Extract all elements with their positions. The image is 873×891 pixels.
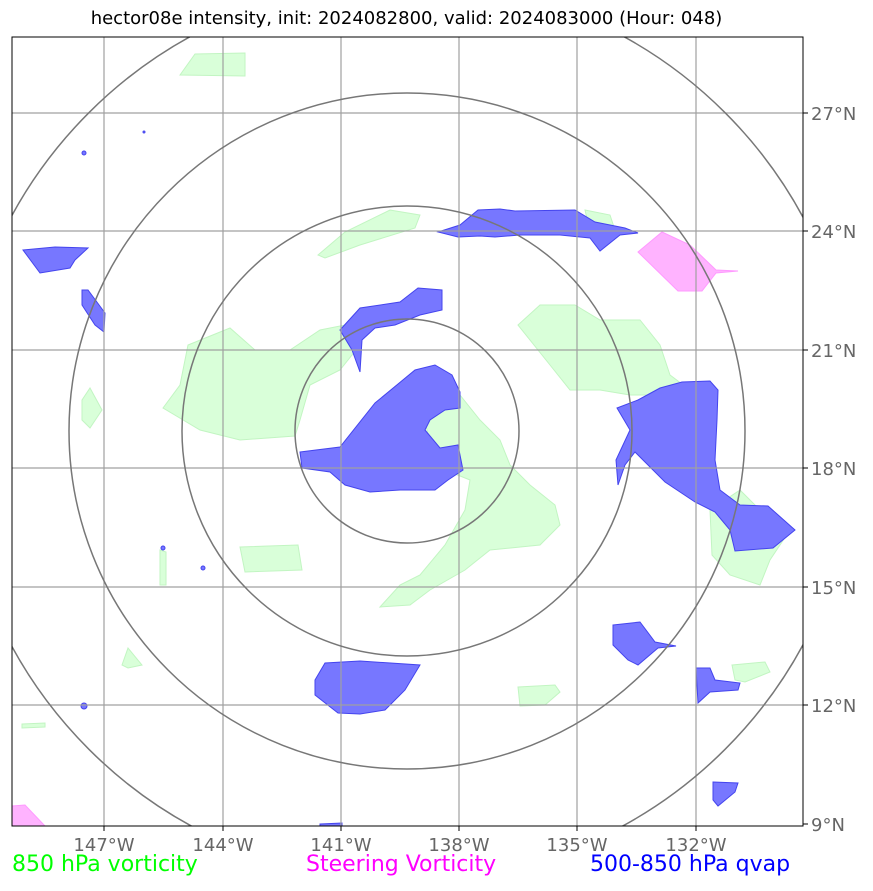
lon-label: 138°W <box>428 835 489 856</box>
vorticity-850-region <box>159 549 167 586</box>
plot-area <box>12 37 803 826</box>
qvap-speck <box>81 150 87 156</box>
tick-marks <box>103 112 808 831</box>
lat-label: 18°N <box>811 459 856 480</box>
longitude-labels: 147°W 144°W 141°W 138°W 135°W 132°W <box>73 835 726 856</box>
vorticity-850-region <box>517 684 561 707</box>
steering-vorticity-region <box>637 231 739 292</box>
range-ring-1 <box>294 318 520 544</box>
map-title: hector08e intensity, init: 2024082800, v… <box>90 8 723 29</box>
lon-label: 147°W <box>73 835 134 856</box>
map-frame <box>11 36 804 827</box>
lat-label: 9°N <box>811 815 845 836</box>
qvap-region <box>712 781 739 807</box>
qvap-region <box>314 660 421 715</box>
lat-label: 24°N <box>811 222 856 243</box>
qvap-region <box>695 667 741 705</box>
lat-label: 15°N <box>811 578 856 599</box>
lon-label: 135°W <box>546 835 607 856</box>
range-ring-3 <box>68 92 746 770</box>
vorticity-850-region <box>731 661 771 683</box>
steering-vorticity-layer <box>12 231 739 826</box>
lat-label: 12°N <box>811 696 856 717</box>
range-ring-2 <box>181 205 633 657</box>
graticule <box>12 37 803 826</box>
range-rings <box>12 37 803 826</box>
qvap-region <box>22 246 90 274</box>
legend-qvap: 500-850 hPa qvap <box>590 852 791 877</box>
qvap-speck <box>142 130 146 134</box>
vorticity-850-region <box>121 646 143 669</box>
qvap-speck <box>80 702 88 710</box>
vorticity-850-region <box>162 324 361 441</box>
lon-label: 141°W <box>310 835 371 856</box>
latitude-labels: 27°N 24°N 21°N 18°N 15°N 12°N 9°N <box>811 104 856 836</box>
vorticity-850-region <box>21 722 46 729</box>
qvap-region <box>615 380 796 552</box>
legend-850-vorticity: 850 hPa vorticity <box>12 852 198 877</box>
qvap-region <box>436 208 639 252</box>
qvap-speck <box>160 545 166 551</box>
legend-steering-vorticity: Steering Vorticity <box>306 852 497 877</box>
steering-vorticity-region <box>12 804 46 826</box>
qvap-layer <box>22 130 796 826</box>
vorticity-850-region <box>179 52 246 77</box>
lon-label: 132°W <box>665 835 726 856</box>
lat-label: 27°N <box>811 104 856 125</box>
qvap-region <box>319 822 343 826</box>
vorticity-850-region <box>81 387 103 429</box>
vorticity-850-region <box>239 544 303 573</box>
qvap-speck <box>200 565 206 571</box>
vorticity-850-region <box>378 394 561 608</box>
qvap-region <box>339 287 443 373</box>
lon-label: 144°W <box>192 835 253 856</box>
vorticity-850-region <box>317 209 421 259</box>
lat-label: 21°N <box>811 341 856 362</box>
qvap-region <box>612 621 677 666</box>
